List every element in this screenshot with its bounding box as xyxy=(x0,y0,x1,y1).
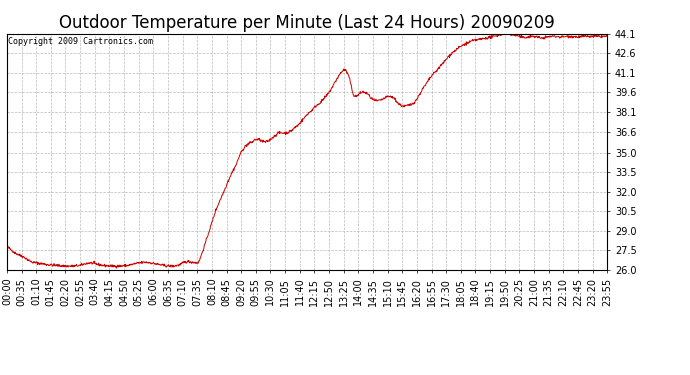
Text: Copyright 2009 Cartronics.com: Copyright 2009 Cartronics.com xyxy=(8,37,153,46)
Title: Outdoor Temperature per Minute (Last 24 Hours) 20090209: Outdoor Temperature per Minute (Last 24 … xyxy=(59,14,555,32)
